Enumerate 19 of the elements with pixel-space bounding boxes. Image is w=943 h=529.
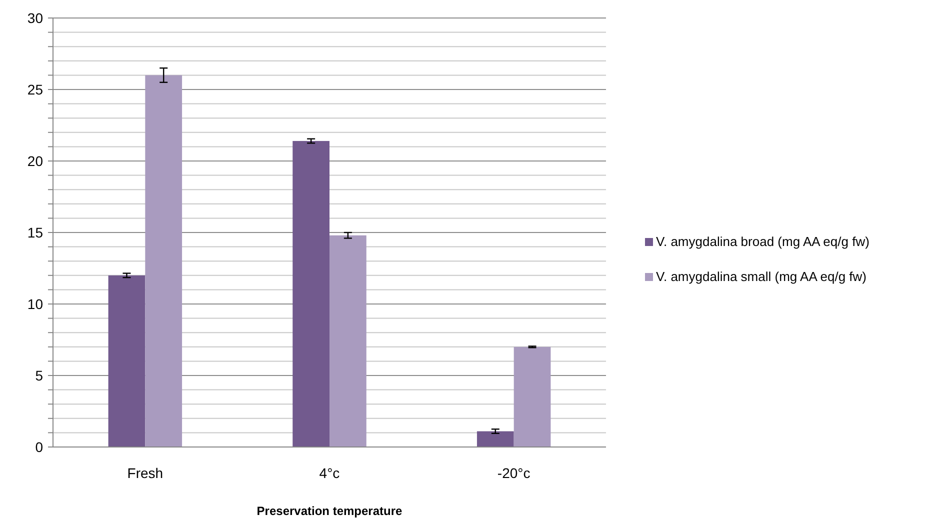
bar — [145, 75, 182, 447]
bar — [514, 346, 551, 447]
y-tick-label: 0 — [35, 438, 44, 455]
bar — [330, 235, 366, 447]
bar — [476, 431, 514, 447]
x-tick-label: -20°c — [497, 465, 530, 481]
y-tick-label: 5 — [35, 367, 44, 384]
x-axis-title: Preservation temperature — [256, 504, 403, 518]
y-tick-label: 20 — [27, 152, 44, 169]
legend-label: V. amygdalina broad (mg AA eq/g fw) — [656, 234, 870, 249]
bar — [108, 275, 146, 447]
y-tick-label: 15 — [27, 224, 44, 240]
x-tick-label: Fresh — [127, 465, 164, 481]
bar — [292, 140, 330, 447]
y-tick-label: 10 — [27, 296, 44, 312]
y-tick-label: 30 — [27, 10, 44, 26]
y-tick-label: 25 — [27, 81, 44, 98]
legend-label: V. amygdalina small (mg AA eq/g fw) — [656, 269, 867, 284]
x-tick-label: 4°c — [319, 465, 340, 481]
